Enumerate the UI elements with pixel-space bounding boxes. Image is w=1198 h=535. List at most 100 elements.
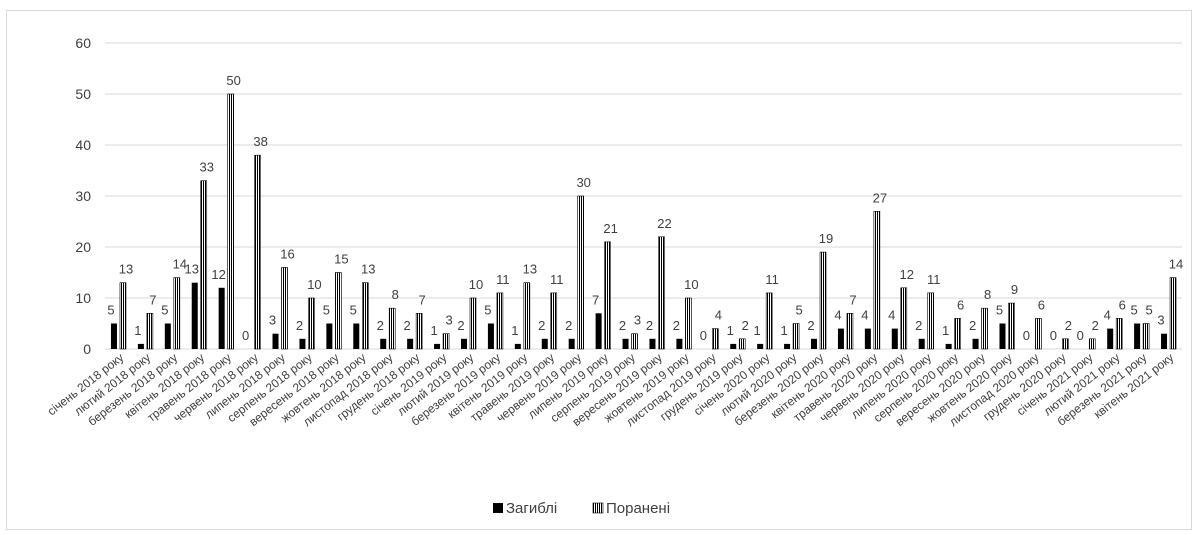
data-label-dead: 2 xyxy=(457,318,464,333)
data-label-wounded: 6 xyxy=(1119,297,1126,312)
data-label-dead: 1 xyxy=(430,323,437,338)
data-label-wounded: 38 xyxy=(253,134,267,149)
y-tick-label: 50 xyxy=(75,86,91,102)
bar-wounded xyxy=(819,251,827,350)
data-label-dead: 0 xyxy=(1050,328,1057,343)
data-label-dead: 2 xyxy=(673,318,680,333)
data-label-dead: 5 xyxy=(996,303,1003,318)
data-label-wounded: 27 xyxy=(873,190,887,205)
legend-label-dead: Загиблі xyxy=(506,500,557,517)
bar-dead xyxy=(460,338,467,349)
bar-dead xyxy=(730,343,737,349)
data-label-dead: 12 xyxy=(211,267,225,282)
y-tick-label: 40 xyxy=(75,137,91,153)
data-label-wounded: 7 xyxy=(849,292,856,307)
bar-wounded xyxy=(792,323,800,350)
bar-dead xyxy=(164,323,171,349)
y-tick-label: 0 xyxy=(83,341,91,357)
data-label-dead: 7 xyxy=(592,292,599,307)
bar-wounded xyxy=(281,267,288,350)
data-label-dead: 2 xyxy=(296,318,303,333)
y-axis-ticks: 0 10 20 30 40 50 60 xyxy=(75,35,91,357)
data-label-dead: 1 xyxy=(511,323,518,338)
bar-dead xyxy=(110,323,117,349)
data-label-dead: 2 xyxy=(377,318,384,333)
data-label-wounded: 4 xyxy=(715,308,722,323)
bar-wounded xyxy=(1115,318,1123,350)
data-label-wounded: 3 xyxy=(445,313,452,328)
bar-wounded xyxy=(442,333,450,350)
data-label-dead: 1 xyxy=(942,323,949,338)
bar-dead xyxy=(918,338,925,349)
bar-wounded xyxy=(415,312,423,350)
bar-dead xyxy=(864,328,871,349)
bar-dead xyxy=(649,338,656,349)
bar-wounded xyxy=(1088,338,1096,350)
bar-wounded xyxy=(954,318,961,350)
data-label-wounded: 15 xyxy=(334,252,348,267)
data-label-dead: 2 xyxy=(565,318,572,333)
bar-dead xyxy=(568,338,575,349)
data-label-wounded: 6 xyxy=(1038,297,1045,312)
data-label-dead: 5 xyxy=(107,303,114,318)
bar-dead xyxy=(676,338,683,349)
data-label-wounded: 14 xyxy=(173,257,187,272)
bar-wounded xyxy=(146,312,154,350)
gridlines xyxy=(105,42,1182,350)
bar-wounded xyxy=(469,297,477,350)
legend-label-wounded: Поранені xyxy=(606,500,670,517)
y-tick-label: 30 xyxy=(75,188,91,204)
bar-dead xyxy=(595,313,602,349)
data-label-dead: 4 xyxy=(888,308,895,323)
data-label-dead: 1 xyxy=(727,323,734,338)
data-label-wounded: 7 xyxy=(419,292,426,307)
bar-dead xyxy=(757,343,764,349)
data-label-wounded: 11 xyxy=(550,272,564,287)
bar-wounded xyxy=(685,297,692,350)
data-label-wounded: 5 xyxy=(795,303,802,318)
bar-wounded xyxy=(765,292,773,350)
bar-wounded xyxy=(712,328,719,350)
legend-swatch-wounded xyxy=(592,502,604,514)
bar-wounded xyxy=(361,282,369,350)
bar-wounded xyxy=(1008,302,1015,350)
bar-wounded xyxy=(550,292,558,350)
bar-wounded xyxy=(119,282,127,350)
bar-dead xyxy=(191,282,198,349)
data-label-dead: 4 xyxy=(834,308,841,323)
data-label-dead: 3 xyxy=(1157,313,1164,328)
bar-wounded xyxy=(1142,323,1150,350)
data-label-wounded: 30 xyxy=(576,175,590,190)
bar-dead xyxy=(299,338,306,349)
bar-wounded xyxy=(227,93,234,350)
bar-wounded xyxy=(200,180,208,350)
data-label-dead: 5 xyxy=(484,303,491,318)
data-label-wounded: 50 xyxy=(226,73,240,88)
data-label-dead: 4 xyxy=(1104,308,1111,323)
data-label-dead: 2 xyxy=(807,318,814,333)
bar-wounded xyxy=(173,277,181,350)
data-label-dead: 3 xyxy=(269,313,276,328)
data-label-dead: 4 xyxy=(861,308,868,323)
data-label-wounded: 13 xyxy=(523,262,537,277)
bar-dead xyxy=(353,323,360,349)
data-label-wounded: 5 xyxy=(1145,303,1152,318)
data-label-wounded: 13 xyxy=(119,262,133,277)
data-label-wounded: 6 xyxy=(957,297,964,312)
bar-wounded xyxy=(873,211,881,350)
bar-dead xyxy=(407,338,414,349)
bar-wounded xyxy=(738,338,746,350)
data-label-dead: 2 xyxy=(619,318,626,333)
bar-dead xyxy=(541,338,548,349)
data-label-wounded: 33 xyxy=(200,160,214,175)
data-label-dead: 2 xyxy=(404,318,411,333)
data-label-wounded: 22 xyxy=(657,216,671,231)
bar-dead xyxy=(811,338,818,349)
bar-wounded xyxy=(631,333,638,350)
data-label-wounded: 2 xyxy=(742,318,749,333)
data-label-dead: 0 xyxy=(700,328,707,343)
bar-dead xyxy=(218,287,225,349)
